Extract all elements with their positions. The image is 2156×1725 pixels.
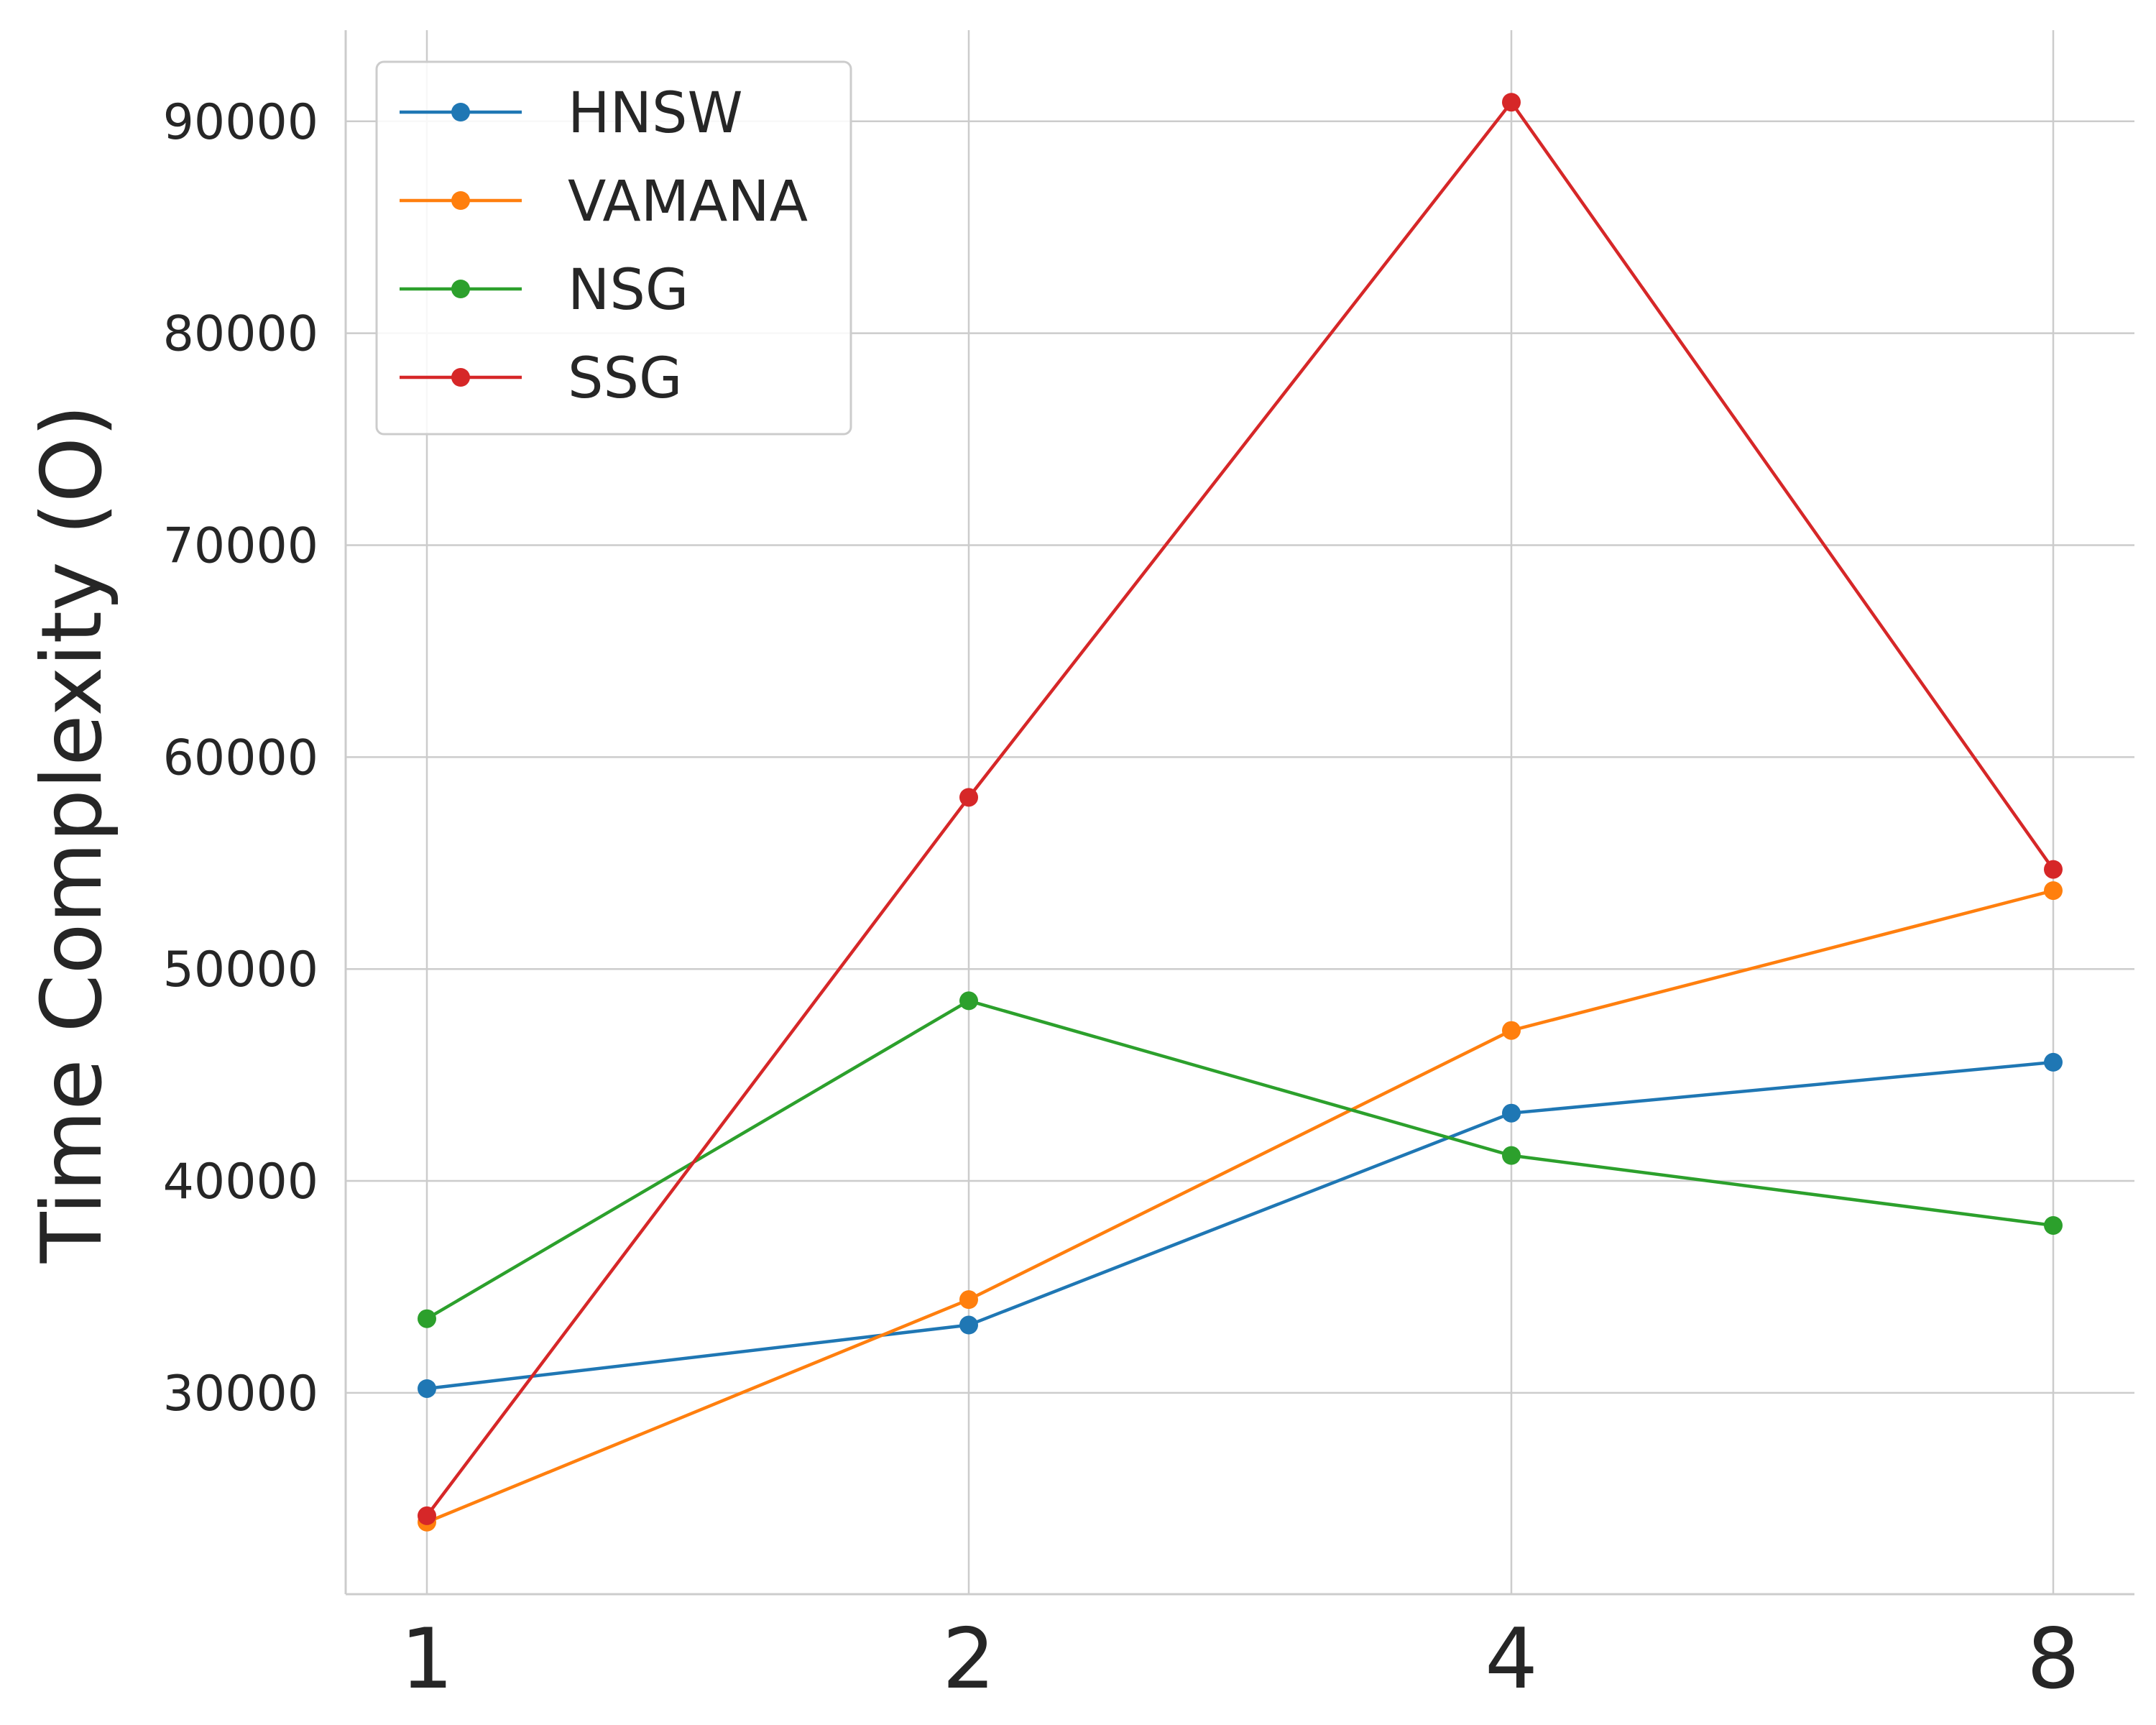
series-line-nsg <box>425 999 2054 1320</box>
series-nsg <box>418 991 2063 1328</box>
y-tick-label: 40000 <box>163 1154 318 1210</box>
y-tick-label: 50000 <box>163 942 318 998</box>
data-point-hnsw <box>2044 1052 2063 1072</box>
y-tick-label: 30000 <box>163 1366 318 1422</box>
data-point-hnsw <box>959 1315 978 1335</box>
data-point-vamana <box>2044 881 2063 901</box>
legend-item-vamana: VAMANA <box>400 170 808 234</box>
y-tick-label: 70000 <box>163 518 318 574</box>
y-axis-title: Time Complexity (O) <box>24 405 121 1264</box>
legend-item-nsg: NSG <box>400 258 688 323</box>
legend: HNSW VAMANA NSG SSG <box>375 60 852 436</box>
series-line-vamana <box>426 888 2054 1524</box>
x-tick-label: 8 <box>2027 1611 2080 1708</box>
data-point-nsg <box>959 991 978 1011</box>
data-point-ssg <box>959 788 978 807</box>
data-point-nsg <box>1502 1146 1521 1165</box>
data-point-hnsw <box>1502 1103 1521 1123</box>
axes <box>344 30 2134 1596</box>
x-tick-label: 4 <box>1485 1611 1538 1708</box>
legend-marker-nsg <box>451 280 470 298</box>
legend-marker-hnsw <box>451 103 470 121</box>
y-tick-label: 80000 <box>163 306 318 363</box>
legend-item-hnsw: HNSW <box>400 81 743 146</box>
x-tick-labels: 1 2 4 8 <box>400 1611 2080 1708</box>
legend-marker-vamana <box>451 191 470 210</box>
legend-marker-ssg <box>451 368 470 387</box>
data-point-ssg <box>1502 93 1521 112</box>
data-point-ssg <box>418 1506 436 1525</box>
data-point-hnsw <box>418 1379 436 1398</box>
series-ssg <box>418 93 2063 1525</box>
legend-label-vamana: VAMANA <box>568 170 808 234</box>
legend-label-nsg: NSG <box>568 258 688 323</box>
series-vamana <box>418 881 2063 1532</box>
legend-label-ssg: SSG <box>568 346 682 411</box>
x-tick-label: 2 <box>942 1611 995 1708</box>
data-point-nsg <box>2044 1215 2063 1235</box>
legend-box <box>375 60 852 436</box>
series-hnsw <box>418 1052 2063 1398</box>
data-point-nsg <box>418 1309 436 1328</box>
series-line-hnsw <box>426 1060 2054 1391</box>
data-point-ssg <box>2044 860 2063 879</box>
data-point-vamana <box>959 1290 978 1310</box>
legend-label-hnsw: HNSW <box>568 81 743 146</box>
data-point-vamana <box>1502 1021 1521 1040</box>
y-tick-labels: 30000 40000 50000 60000 70000 80000 90000 <box>163 94 318 1422</box>
y-tick-label: 60000 <box>163 730 318 786</box>
legend-item-ssg: SSG <box>400 346 682 411</box>
y-tick-label: 90000 <box>163 94 318 151</box>
series-line-ssg <box>425 100 2055 1517</box>
x-tick-label: 1 <box>400 1611 453 1708</box>
data-series <box>418 93 2063 1532</box>
